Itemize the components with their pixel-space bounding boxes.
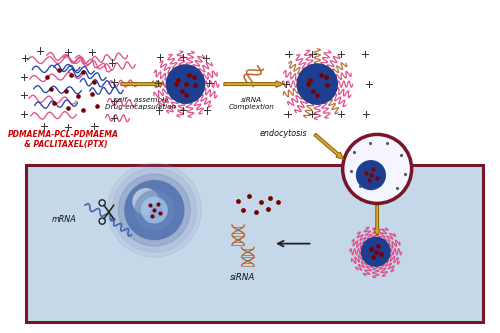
Point <box>191 82 199 88</box>
Point <box>62 89 70 94</box>
Point <box>306 78 314 83</box>
Point <box>367 172 375 178</box>
Point <box>182 82 190 87</box>
Point <box>88 91 96 96</box>
Circle shape <box>150 205 163 219</box>
FancyArrow shape <box>224 81 284 88</box>
FancyBboxPatch shape <box>26 165 483 322</box>
Point <box>234 198 242 203</box>
Point <box>48 86 56 92</box>
Point <box>150 207 158 213</box>
Point <box>239 207 247 213</box>
Point <box>186 73 194 78</box>
Text: self - assembly
Drug encapsulation: self - assembly Drug encapsulation <box>106 97 176 110</box>
Point <box>362 170 370 175</box>
Point <box>178 89 186 94</box>
Circle shape <box>132 188 159 215</box>
Point <box>367 247 375 252</box>
Point <box>50 101 58 106</box>
Text: siRNA: siRNA <box>230 273 256 282</box>
Circle shape <box>362 237 390 266</box>
Point <box>347 168 355 174</box>
Point <box>364 177 372 182</box>
Point <box>394 185 402 191</box>
Point <box>370 167 378 172</box>
Point <box>42 74 50 80</box>
Point <box>274 200 282 205</box>
Point <box>252 209 260 215</box>
Point <box>372 175 380 180</box>
Point <box>350 150 358 155</box>
Point <box>323 82 331 88</box>
FancyArrow shape <box>314 133 344 159</box>
Point <box>74 94 82 99</box>
Circle shape <box>112 168 196 252</box>
Point <box>317 73 325 78</box>
Point <box>172 82 180 87</box>
Point <box>401 171 409 176</box>
Point <box>314 92 322 97</box>
Point <box>245 193 253 198</box>
Point <box>93 103 101 108</box>
Point <box>78 108 86 113</box>
Point <box>372 249 380 254</box>
Point <box>356 183 364 188</box>
Point <box>374 243 382 249</box>
Point <box>78 70 86 75</box>
Circle shape <box>118 174 190 246</box>
Text: PDMAEMA-PCL-PDMAEMA
  & PACLITAXEL(PTX): PDMAEMA-PCL-PDMAEMA & PACLITAXEL(PTX) <box>8 130 119 149</box>
Point <box>174 78 182 83</box>
Circle shape <box>108 163 202 257</box>
Point <box>90 79 98 84</box>
Point <box>64 105 72 111</box>
FancyArrow shape <box>374 205 380 236</box>
Point <box>148 213 156 218</box>
Point <box>382 140 390 145</box>
Point <box>156 210 164 216</box>
Point <box>54 67 62 72</box>
Point <box>322 74 330 80</box>
Circle shape <box>134 190 174 230</box>
Circle shape <box>124 180 184 240</box>
Circle shape <box>356 161 386 189</box>
Point <box>304 82 312 87</box>
Circle shape <box>124 180 184 240</box>
Point <box>397 152 405 157</box>
FancyArrow shape <box>121 81 164 88</box>
Circle shape <box>166 65 204 103</box>
Point <box>256 200 264 205</box>
Text: endocytosis: endocytosis <box>260 129 308 138</box>
Point <box>190 74 198 80</box>
Text: siRNA
Complextion: siRNA Complextion <box>228 97 274 110</box>
Point <box>378 251 386 257</box>
Point <box>146 203 154 208</box>
Point <box>266 195 274 200</box>
Point <box>366 140 374 145</box>
Circle shape <box>141 197 168 223</box>
Point <box>264 206 272 211</box>
Point <box>370 254 378 259</box>
Circle shape <box>297 64 338 104</box>
Point <box>310 89 318 94</box>
Point <box>154 202 162 207</box>
Text: mRNA: mRNA <box>52 215 76 224</box>
Point <box>182 92 190 97</box>
Point <box>66 72 74 77</box>
Circle shape <box>342 135 411 203</box>
